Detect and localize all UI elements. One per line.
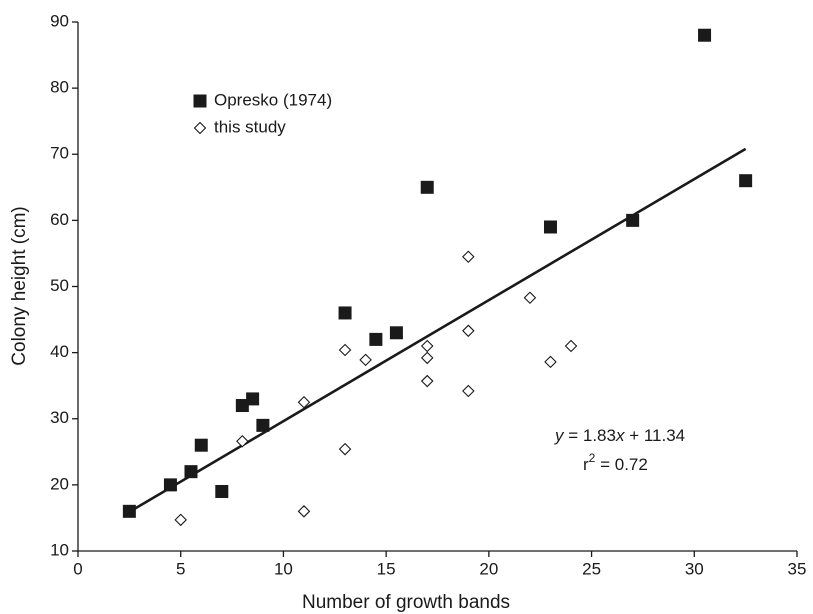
diamond-marker — [236, 434, 249, 448]
diamond-marker — [420, 374, 434, 388]
diamond-marker — [523, 291, 537, 305]
square-marker — [194, 438, 208, 452]
square-marker — [235, 399, 249, 413]
equation-part: x — [615, 426, 625, 445]
square-marker — [122, 504, 136, 518]
y-tick-label: 40 — [50, 342, 69, 361]
equation-part: = 1.83 — [564, 426, 616, 445]
x-tick-label: 0 — [73, 559, 82, 578]
fit-equation: y = 1.83x + 11.34 — [554, 426, 685, 445]
diamond-marker — [462, 324, 475, 338]
r2-part: = 0.72 — [595, 455, 647, 474]
fit-line — [128, 147, 747, 514]
r2-part: r — [583, 455, 589, 474]
square-marker — [256, 418, 270, 432]
square-marker — [338, 306, 352, 320]
r2-part: 2 — [589, 451, 596, 465]
diamond-marker — [544, 355, 557, 369]
x-tick-label: 20 — [479, 559, 498, 578]
equation-part: + 11.34 — [624, 426, 685, 445]
legend-label: Opresko (1974) — [214, 90, 332, 109]
diamond-marker — [297, 505, 311, 518]
r2-label: r2 = 0.72 — [583, 451, 648, 474]
equation-part: y — [554, 426, 565, 445]
x-tick-label: 10 — [274, 559, 293, 578]
x-tick-label: 25 — [582, 559, 601, 578]
square-marker — [246, 392, 260, 406]
square-marker — [184, 465, 198, 479]
square-marker — [698, 28, 712, 42]
square-marker — [193, 94, 207, 108]
square-marker — [389, 326, 403, 340]
diamond-marker — [297, 395, 311, 409]
diamond-marker — [338, 343, 352, 357]
x-tick-label: 5 — [176, 559, 185, 578]
square-marker — [163, 478, 177, 492]
diamond-marker — [564, 339, 578, 353]
square-marker — [543, 220, 557, 234]
square-marker — [215, 484, 229, 498]
y-tick-label: 30 — [50, 408, 69, 427]
legend-label: this study — [214, 117, 286, 136]
y-tick-label: 70 — [50, 144, 69, 163]
x-tick-label: 15 — [377, 559, 396, 578]
square-marker — [369, 332, 383, 346]
x-tick-label: 35 — [788, 559, 807, 578]
square-marker — [739, 174, 753, 188]
diamond-marker — [174, 513, 187, 527]
y-tick-label: 80 — [50, 78, 69, 97]
diamond-marker — [193, 121, 207, 135]
diamond-marker — [359, 353, 372, 367]
y-tick-label: 50 — [50, 276, 69, 295]
y-tick-label: 20 — [50, 474, 69, 493]
y-tick-label: 10 — [50, 540, 69, 559]
diamond-marker — [462, 250, 475, 264]
diamond-marker — [338, 442, 352, 456]
square-marker — [420, 180, 434, 194]
y-tick-label: 60 — [50, 210, 69, 229]
diamond-marker — [420, 351, 434, 365]
y-axis-label: Colony height (cm) — [9, 206, 30, 365]
x-tick-label: 30 — [685, 559, 704, 578]
x-axis-label: Number of growth bands — [302, 592, 510, 613]
y-tick-label: 90 — [50, 11, 69, 30]
square-marker — [626, 213, 640, 227]
diamond-marker — [420, 339, 434, 353]
diamond-marker — [462, 384, 475, 398]
